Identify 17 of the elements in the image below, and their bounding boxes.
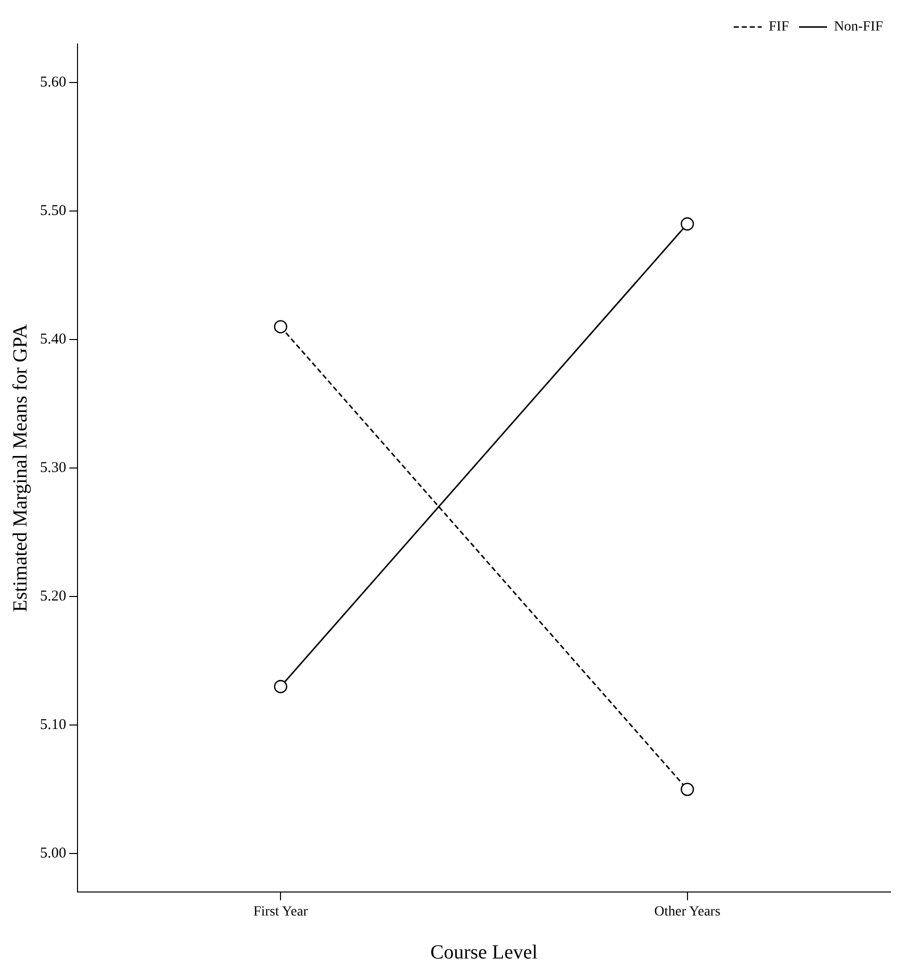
- y-tick-label: 5.50: [40, 203, 66, 220]
- y-axis-title: Estimated Marginal Means for GPA: [9, 324, 32, 612]
- x-tick-label: Other Years: [654, 904, 720, 920]
- point: [274, 320, 288, 334]
- y-tick-label: 5.30: [40, 460, 66, 476]
- x-tick-label: First Year: [253, 904, 308, 920]
- y-tick-label: 5.20: [40, 588, 66, 605]
- legend-label: Non-FIF: [834, 20, 884, 35]
- x-axis-title: Course Level: [430, 941, 538, 964]
- point: [680, 782, 694, 796]
- y-tick-label: 5.60: [40, 74, 66, 90]
- y-tick-label: 5.40: [40, 332, 66, 348]
- legend-label: FIF: [768, 20, 790, 35]
- y-tick-label: 5.00: [40, 846, 66, 862]
- point: [680, 217, 694, 231]
- point: [274, 680, 288, 694]
- y-tick-label: 5.10: [40, 717, 66, 734]
